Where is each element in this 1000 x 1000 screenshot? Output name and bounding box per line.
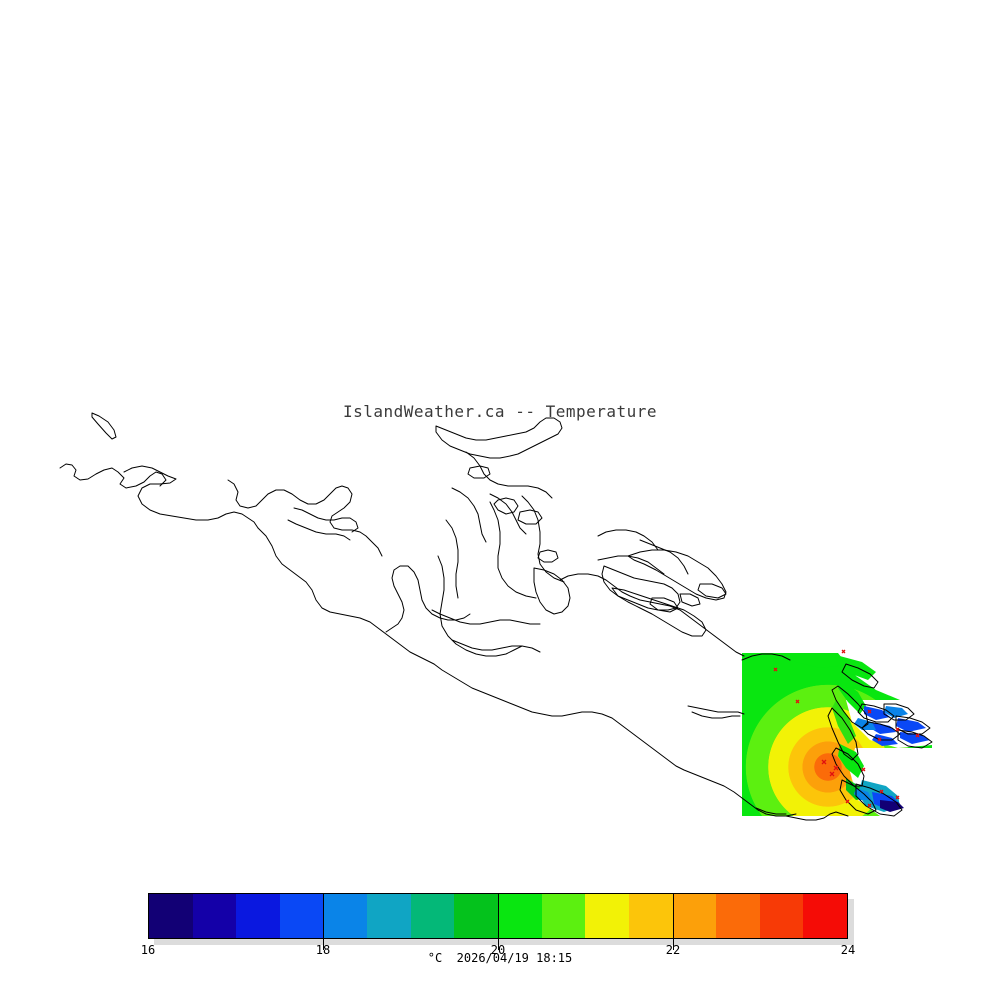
colorbar-band: [454, 894, 498, 938]
colorbar-band: [192, 894, 237, 938]
colorbar-band: [323, 894, 368, 938]
colorbar-band: [410, 894, 455, 938]
coastline: [59, 412, 933, 821]
colorbar-tick-label: 18: [315, 943, 331, 957]
map-svg: [59, 412, 933, 821]
colorbar-band: [541, 894, 586, 938]
colorbar-tick: [498, 893, 499, 950]
colorbar-tick-label: 22: [665, 943, 681, 957]
colorbar-band: [716, 894, 760, 938]
colorbar-tick-label: 24: [840, 943, 856, 957]
colorbar-band: [803, 894, 847, 938]
colorbar-tick-label: 20: [490, 943, 506, 957]
station-markers[interactable]: [773, 649, 920, 808]
map-canvas[interactable]: [0, 0, 1000, 880]
colorbar-band: [672, 894, 717, 938]
colorbar-band: [498, 894, 542, 938]
colorbar-axis: 16 18 20 22 24: [141, 893, 855, 957]
colorbar-caption: °C 2026/04/19 18:15: [427, 951, 573, 965]
colorbar-band: [585, 894, 629, 938]
colorbar-band: [279, 894, 324, 938]
colorbar-tick: [323, 893, 324, 950]
colorbar-tick: [673, 893, 674, 950]
colorbar-band: [628, 894, 673, 938]
colorbar-band: [149, 894, 193, 938]
colorbar-bands[interactable]: [148, 893, 848, 939]
colorbar[interactable]: [148, 893, 854, 945]
colorbar-tick-label: 16: [140, 943, 156, 957]
colorbar-band: [759, 894, 804, 938]
colorbar-band: [236, 894, 280, 938]
page-title: IslandWeather.ca -- Temperature: [342, 402, 658, 421]
colorbar-band: [367, 894, 411, 938]
